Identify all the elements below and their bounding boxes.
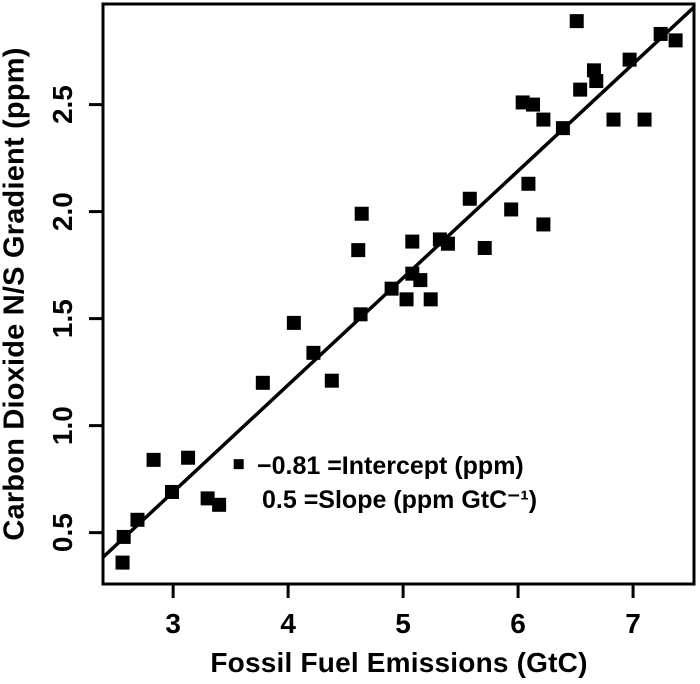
data-point (440, 236, 455, 251)
data-point (589, 74, 604, 89)
data-point (405, 234, 420, 249)
y-tick-label: 0.5 (47, 513, 78, 552)
slope-annotation: 0.5 =Slope (ppm GtC⁻¹) (262, 486, 538, 514)
data-point (399, 292, 414, 307)
data-point (384, 281, 399, 296)
intercept-annotation: −0.81 =Intercept (ppm) (257, 452, 524, 480)
data-point (306, 345, 321, 360)
data-point (181, 450, 196, 465)
data-point (286, 315, 301, 330)
x-tick-label: 3 (165, 608, 181, 639)
data-point (555, 121, 570, 136)
data-point (353, 307, 368, 322)
x-tick-label: 7 (625, 608, 641, 639)
data-point (423, 292, 438, 307)
data-point (130, 512, 145, 527)
y-tick-label: 2.0 (47, 192, 78, 231)
x-tick-label: 4 (280, 608, 296, 639)
x-tick-label: 6 (510, 608, 526, 639)
data-point (354, 206, 369, 221)
data-point (637, 112, 652, 127)
data-point (413, 273, 428, 288)
x-axis-title: Fossil Fuel Emissions (GtC) (210, 647, 588, 678)
data-point (164, 484, 179, 499)
data-point (573, 82, 588, 97)
data-point (146, 452, 161, 467)
y-axis-title: Carbon Dioxide N/S Gradient (ppm) (0, 47, 31, 541)
data-point (668, 33, 683, 48)
data-point (526, 97, 541, 112)
data-point (504, 202, 519, 217)
data-point (116, 529, 131, 544)
x-tick-label: 5 (395, 608, 411, 639)
data-point (255, 375, 270, 390)
data-point (200, 491, 215, 506)
data-point (606, 112, 621, 127)
data-point (521, 176, 536, 191)
y-tick-label: 1.0 (47, 406, 78, 445)
data-point (622, 52, 637, 67)
y-tick-label: 1.5 (47, 299, 78, 338)
data-point (536, 217, 551, 232)
data-point (462, 191, 477, 206)
data-point (115, 555, 130, 570)
plot-border (101, 2, 696, 586)
data-point (536, 112, 551, 127)
data-point (212, 497, 227, 512)
y-tick-label: 2.5 (47, 85, 78, 124)
data-point (477, 240, 492, 255)
data-point (569, 14, 584, 29)
data-point (351, 243, 366, 258)
annotation-marker (233, 459, 244, 470)
data-point (324, 373, 339, 388)
data-point (586, 63, 601, 78)
data-point (653, 26, 668, 41)
